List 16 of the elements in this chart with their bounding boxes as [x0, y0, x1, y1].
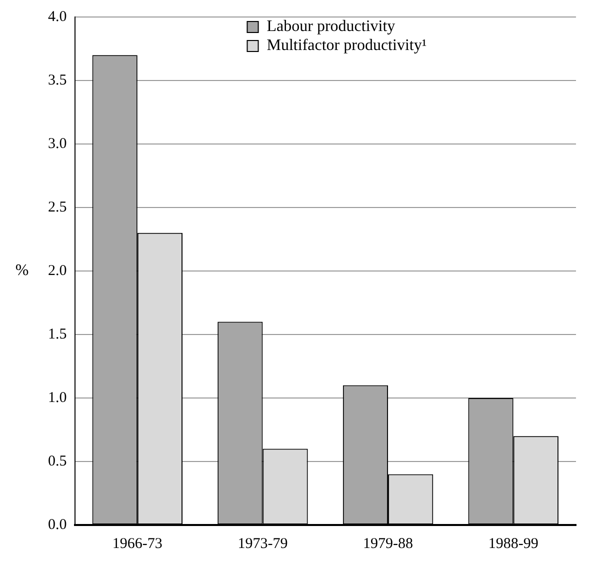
y-tick-label: 3.0 [48, 136, 67, 152]
x-tick-label: 1966-73 [112, 536, 162, 552]
legend-label: Labour productivity [266, 18, 396, 36]
y-axis-title: % [15, 262, 29, 280]
y-tick-label: 1.5 [48, 326, 67, 342]
y-tick-label: 0.5 [48, 453, 67, 470]
y-tick-label: 0.0 [48, 516, 67, 533]
x-tick-label: 1979-88 [363, 536, 414, 552]
y-tick-label: 3.5 [48, 72, 67, 88]
x-tick-label: 1973-79 [238, 536, 288, 552]
y-tick-label: 2.5 [48, 199, 67, 216]
legend-label: Multifactor productivity¹ [266, 37, 427, 54]
y-tick-label: 1.0 [48, 390, 67, 406]
x-tick-label: 1988-99 [488, 536, 538, 552]
y-tick-label: 4.0 [48, 8, 67, 25]
y-tick-label: 2.0 [48, 262, 67, 279]
